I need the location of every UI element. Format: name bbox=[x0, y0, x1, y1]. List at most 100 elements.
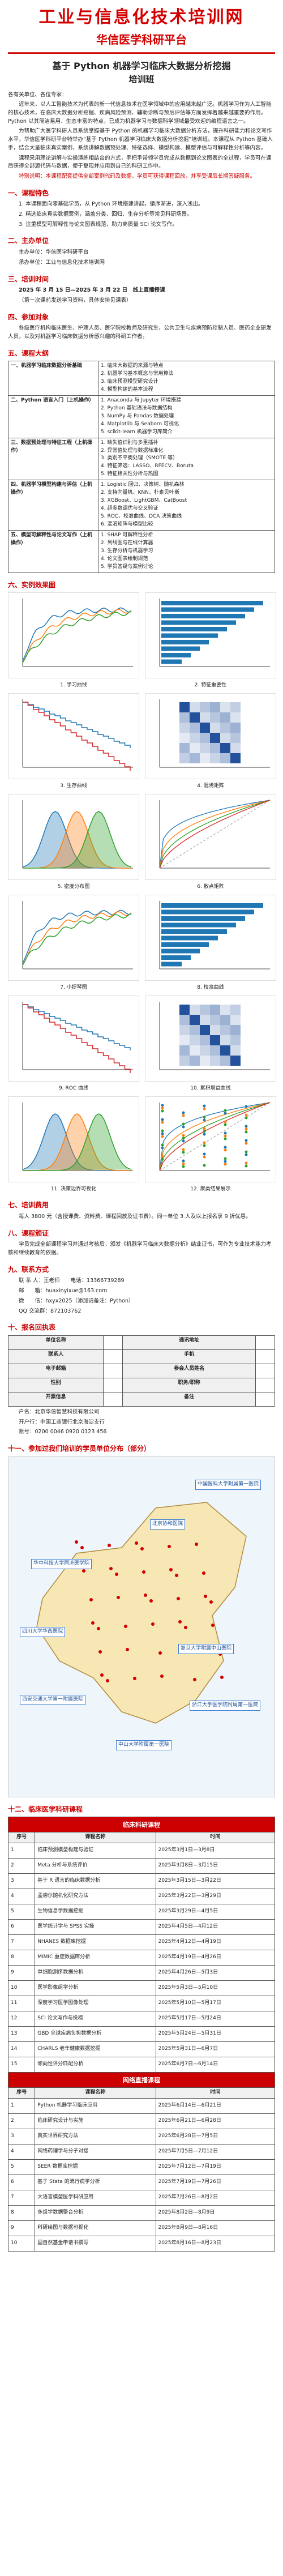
figure-caption: 12. 聚类结果展示 bbox=[190, 1186, 231, 1192]
figure-shape bbox=[200, 712, 210, 723]
topic: 5. 学员答疑与案例讨论 bbox=[101, 563, 153, 570]
cell: 医学统计学与 SPSS 实操 bbox=[35, 1919, 156, 1936]
figure-shape bbox=[133, 1676, 136, 1680]
row: 4 网络药理学与分子对接 2025年7月5日—7月12日 bbox=[7, 2144, 276, 2160]
row: 4 孟德尔随机化研究方法 2025年3月22日—3月29日 bbox=[7, 1889, 276, 1905]
cell: 15 bbox=[7, 2057, 36, 2073]
figure-shape bbox=[182, 1165, 185, 1168]
topic: 4. 论文图表绘制规范 bbox=[101, 556, 148, 562]
figure-shape bbox=[245, 1150, 248, 1154]
figure-shape bbox=[22, 610, 132, 664]
section-heading: 六、实例效果图 bbox=[8, 580, 56, 589]
row: 8 MIMIC 重症数据库分析 2025年4月19日—4月26日 bbox=[7, 1950, 276, 1966]
figure-shape bbox=[140, 1547, 144, 1550]
figure-shape bbox=[230, 1045, 241, 1056]
row: 10 医学影像组学分析 2025年5月3日—5月10日 bbox=[7, 1980, 276, 1997]
topic: 4. 模型构建的基本流程 bbox=[101, 386, 153, 392]
section-heading: 七、培训费用 bbox=[8, 1201, 49, 1210]
figure-shape bbox=[203, 1104, 206, 1108]
figure-shape bbox=[22, 609, 132, 663]
figure-shape bbox=[161, 1107, 164, 1110]
field-blank bbox=[103, 1335, 123, 1350]
figure-shape bbox=[179, 702, 190, 713]
figure-image bbox=[8, 592, 139, 679]
figure-shape bbox=[179, 1014, 190, 1025]
figure-shape bbox=[230, 753, 241, 764]
figure-shape bbox=[161, 601, 263, 606]
cell: NHANES 数据库挖掘 bbox=[35, 1934, 156, 1951]
figure-shape bbox=[220, 753, 230, 764]
figure-shape bbox=[151, 1622, 155, 1626]
figure-shape bbox=[91, 1621, 95, 1625]
field-blank bbox=[103, 1363, 123, 1378]
figure-shape bbox=[23, 702, 131, 771]
figure-shape bbox=[179, 712, 190, 723]
figure-shape bbox=[190, 723, 200, 733]
topic: 3. NumPy 与 Pandas 数据处理 bbox=[101, 413, 174, 419]
topics: 1. SHAP 可解释性分析 2. 列线图与在线计算器 3. 生存分析与机器学习 4.… bbox=[98, 529, 275, 573]
cell: 3 bbox=[7, 1873, 36, 1890]
field-label: 职务/职称 bbox=[122, 1377, 256, 1392]
figure-shape bbox=[178, 1620, 182, 1624]
cell: 2025年5月31日—6月7日 bbox=[155, 2041, 276, 2058]
figure-shape bbox=[161, 659, 182, 664]
map-label: 中山大学附属第一医院 bbox=[116, 1740, 172, 1750]
figure-shape bbox=[210, 702, 220, 713]
figure-caption: 3. 生存曲线 bbox=[60, 783, 87, 789]
figure-shape bbox=[23, 811, 132, 869]
figure-shape bbox=[195, 1542, 198, 1546]
topics: 1. Logistic 回归、决策树、随机森林 2. 支持向量机、KNN、朴素贝叶… bbox=[98, 480, 275, 531]
figure-shape bbox=[182, 1122, 185, 1126]
cell: 2025年7月12日—7月19日 bbox=[155, 2159, 276, 2176]
figure-shape bbox=[161, 1118, 164, 1121]
figure-shape bbox=[209, 1600, 213, 1604]
cell: 科研绘图与数据可视化 bbox=[35, 2220, 156, 2237]
section-heading: 二、主办单位 bbox=[8, 237, 49, 245]
topic: 6. 混淆矩阵与模型比较 bbox=[101, 521, 153, 527]
figure-shape bbox=[169, 1567, 173, 1571]
figure-shape bbox=[190, 1004, 200, 1015]
cell: 2025年7月19日—7月26日 bbox=[155, 2175, 276, 2191]
figure-shape bbox=[184, 1625, 187, 1629]
cell: 14 bbox=[7, 2041, 36, 2058]
cell: 9 bbox=[7, 1965, 36, 1981]
figure-shape bbox=[200, 1035, 210, 1045]
cell: 2025年4月12日—4月19日 bbox=[155, 1934, 276, 1951]
figure-shape bbox=[224, 1148, 227, 1152]
field-blank bbox=[255, 1335, 275, 1350]
figure-shape bbox=[245, 1153, 248, 1156]
group-row: 网络直播课程 bbox=[8, 2072, 275, 2088]
section-heading: 五、课程大纲 bbox=[8, 349, 49, 357]
row: 1 临床预测模型构建与验证 2025年3月1日—3月8日 bbox=[7, 1843, 276, 1859]
row: 三、数据预处理与特征工程（上机操作） 1. 缺失值识别与多重插补 2. 异常值处理与… bbox=[8, 437, 275, 481]
section-heading: 四、参加对象 bbox=[8, 313, 49, 321]
map-label: 复旦大学附属中山医院 bbox=[178, 1643, 234, 1654]
cell: 2025年8月2日—8月9日 bbox=[155, 2205, 276, 2222]
figure-shape bbox=[220, 1004, 230, 1015]
figure-shape bbox=[224, 1146, 227, 1149]
cell: 2025年3月8日—3月15日 bbox=[155, 1858, 276, 1874]
figure-shape bbox=[142, 1570, 145, 1574]
figure-shape bbox=[224, 1134, 227, 1138]
row: 12 SCI 论文写作与投稿 2025年5月17日—5月24日 bbox=[7, 2011, 276, 2027]
row: 7 NHANES 数据库挖掘 2025年4月12日—4月19日 bbox=[7, 1934, 276, 1951]
figure-shape bbox=[22, 911, 132, 966]
figure-shape bbox=[245, 1142, 248, 1145]
topics: 1. 缺失值识别与多重插补 2. 异常值处理与数据标准化 3. 类别不平衡处理（SM… bbox=[98, 437, 275, 481]
figure-shape bbox=[210, 1014, 220, 1025]
field-blank bbox=[103, 1349, 123, 1364]
figure-shape bbox=[98, 1650, 102, 1654]
cell: 2025年6月14日—6月21日 bbox=[155, 2098, 276, 2114]
figure-shape bbox=[245, 1130, 248, 1134]
feature: 1. 本课程面向零基础学员，从 Python 环境搭建讲起，循序渐进，深入浅出。 bbox=[19, 201, 204, 208]
figure-shape bbox=[182, 1148, 185, 1151]
field-label: 备注 bbox=[122, 1391, 256, 1407]
cell: 多组学数据整合分析 bbox=[35, 2205, 156, 2222]
figure-shape bbox=[190, 1055, 200, 1066]
figure-image bbox=[145, 693, 276, 780]
cell: 基于 R 语言的临床数据分析 bbox=[35, 1873, 156, 1890]
figure-shape bbox=[177, 1596, 180, 1600]
figure-shape bbox=[203, 1130, 206, 1133]
cell: SEER 数据库挖掘 bbox=[35, 2159, 156, 2176]
figure: 6. 散点矩阵 bbox=[145, 793, 276, 891]
